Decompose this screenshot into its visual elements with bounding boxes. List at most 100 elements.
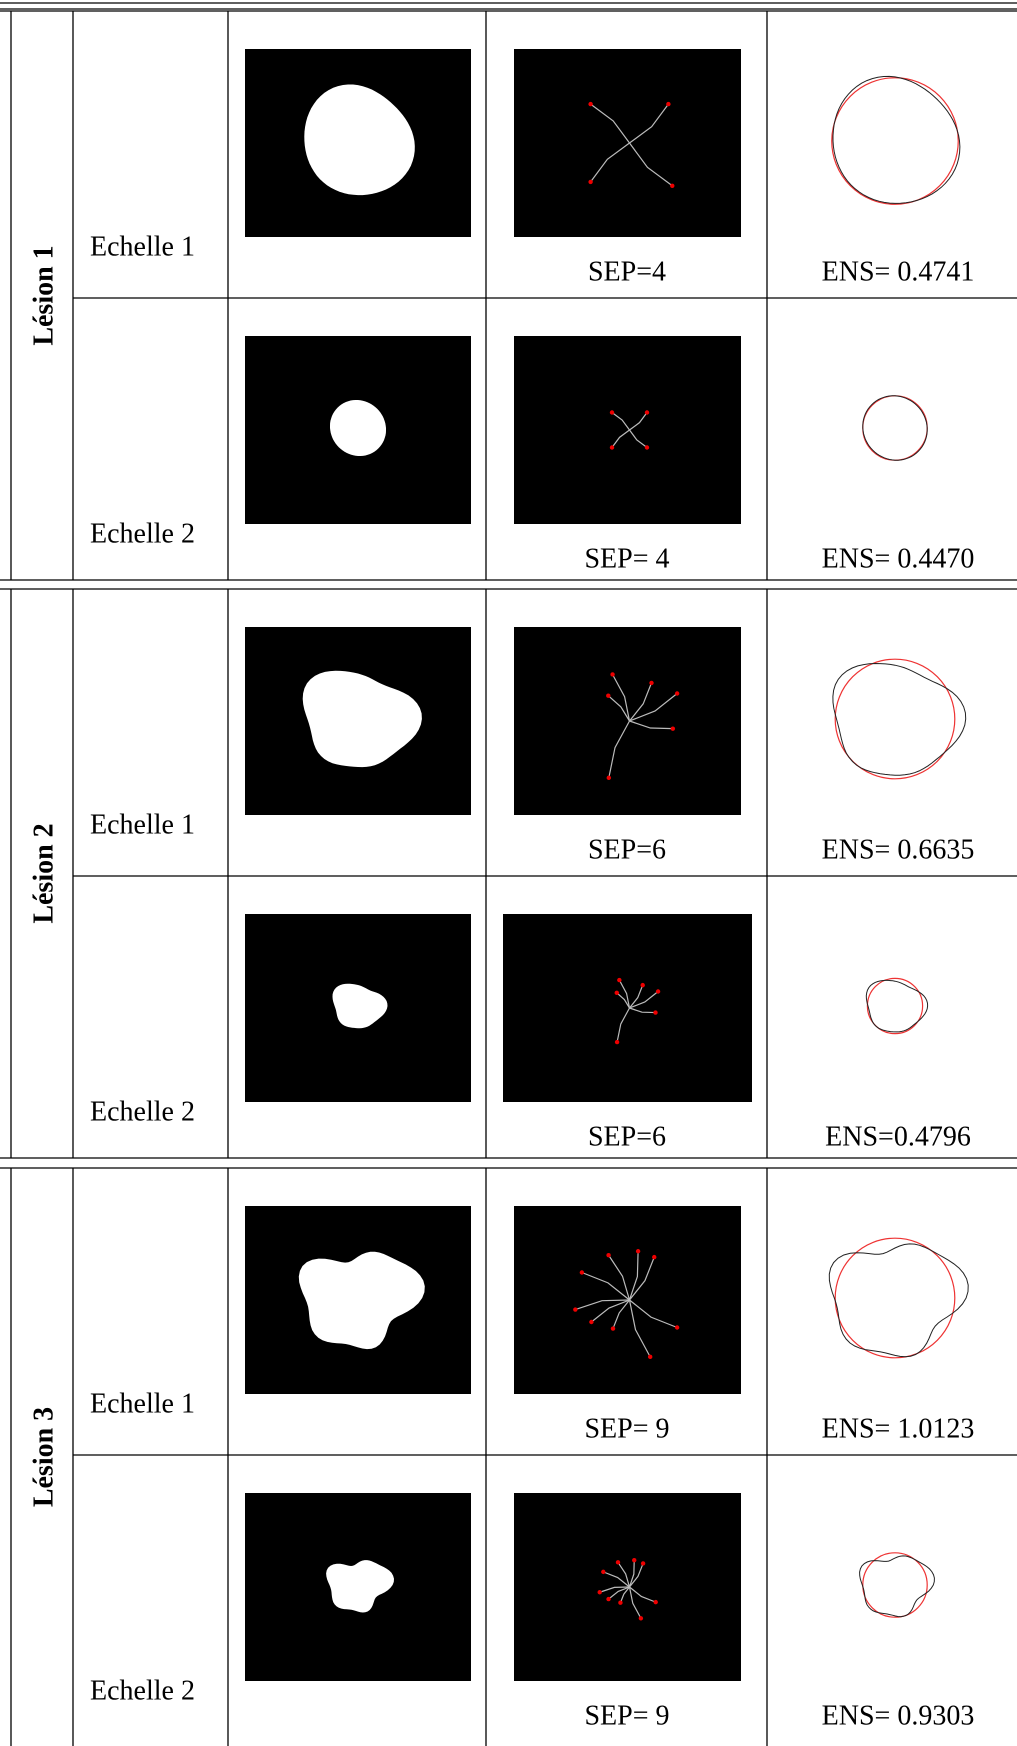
scale-label: Echelle 2 [90, 1675, 195, 1706]
lesion-label: Lésion 1 [28, 245, 59, 345]
skeleton-image [503, 914, 752, 1102]
skeleton-branch [629, 412, 648, 431]
skeleton-branch [611, 429, 630, 448]
lesion-mask [326, 1560, 394, 1613]
skeleton-branch [590, 142, 630, 183]
ens-value: ENS=0.4796 [825, 1121, 971, 1152]
end-point [644, 445, 650, 450]
end-point [588, 179, 593, 185]
end-point [614, 1039, 620, 1045]
skeleton-branch [603, 1571, 630, 1588]
sep-value: SEP=6 [588, 834, 666, 865]
lesion-mask [302, 670, 422, 768]
skeleton-branch [629, 1256, 655, 1301]
lesion-label: Lésion 2 [28, 823, 59, 923]
scale-label: Echelle 2 [90, 1096, 195, 1127]
skeleton-branch [629, 693, 678, 722]
end-point [666, 101, 671, 107]
end-point [579, 1270, 585, 1275]
fitted-circle [862, 1552, 928, 1618]
skeleton-branch [581, 1271, 630, 1301]
ens-value: ENS= 0.9303 [822, 1700, 975, 1731]
lesion-contour [859, 1555, 935, 1618]
skeleton-branch [591, 1299, 630, 1323]
skeleton-branch [629, 991, 659, 1009]
ens-value: ENS= 0.4470 [822, 543, 975, 574]
skeleton-branch [618, 979, 631, 1009]
end-point [674, 691, 680, 696]
skeleton-branch [575, 1299, 630, 1311]
skeleton-branch [612, 674, 631, 722]
sep-value: SEP= 9 [584, 1700, 669, 1731]
fitted-circle [834, 658, 956, 780]
skeleton-branch [616, 1007, 631, 1043]
end-point [573, 1307, 578, 1312]
lesion-contour [832, 662, 967, 776]
ens-value: ENS= 0.6635 [822, 834, 975, 865]
ens-value: ENS= 0.4741 [822, 256, 975, 287]
sep-value: SEP=6 [588, 1121, 666, 1152]
lesion-mask [332, 983, 388, 1029]
end-point [632, 1557, 637, 1563]
scale-label: Echelle 1 [90, 1388, 195, 1419]
end-point [670, 726, 676, 731]
skeleton-branch [629, 103, 669, 144]
end-point [610, 1326, 616, 1331]
end-point [640, 1561, 646, 1566]
ens-value: ENS= 1.0123 [822, 1413, 975, 1444]
end-point [606, 1252, 611, 1258]
lesion-contour [832, 75, 961, 204]
skeleton-branch [628, 1586, 642, 1619]
end-point [606, 693, 611, 698]
lesion-contour [865, 979, 929, 1033]
skeleton-branch [607, 695, 631, 722]
lesion-label: Lésion 3 [28, 1407, 59, 1507]
end-point [670, 183, 675, 188]
sep-value: SEP= 9 [584, 1413, 669, 1444]
end-point [653, 1010, 658, 1015]
end-point [609, 410, 615, 415]
skeleton-branch [617, 1561, 631, 1588]
fitted-circle [834, 1237, 956, 1359]
skeleton-image [514, 627, 741, 815]
sep-value: SEP= 4 [584, 543, 669, 574]
skeleton-branch [599, 1586, 630, 1593]
lesion-mask [298, 1251, 425, 1350]
fitted-circle [866, 977, 924, 1035]
lesion-mask [304, 84, 415, 196]
end-point [609, 445, 615, 450]
end-point [638, 1616, 644, 1621]
skeleton-branch [608, 1254, 631, 1301]
skeleton-branch [629, 1299, 678, 1329]
end-point [601, 1569, 606, 1575]
skeleton-branch [629, 682, 653, 722]
skeleton-branch [629, 1586, 656, 1603]
end-point [652, 1254, 657, 1260]
skeleton-branch [608, 720, 631, 778]
skeleton-branch [629, 142, 673, 187]
end-point [606, 775, 612, 781]
end-point [589, 1319, 594, 1325]
end-point [617, 977, 622, 983]
end-point [614, 990, 619, 996]
end-point [615, 1560, 621, 1565]
scale-label: Echelle 2 [90, 518, 195, 549]
skeleton-branch [629, 984, 644, 1009]
skeleton-branch [619, 1586, 630, 1603]
end-point [655, 989, 661, 994]
lesion-contour [862, 395, 928, 461]
skeleton-branch [611, 412, 630, 431]
end-point [674, 1325, 680, 1330]
end-point [618, 1600, 623, 1605]
skeleton-branch [628, 1299, 651, 1358]
end-point [647, 1354, 653, 1360]
skeleton-branch [608, 1586, 630, 1600]
end-point [635, 1249, 641, 1254]
end-point [653, 1599, 658, 1605]
skeleton-branch [629, 429, 648, 448]
lesion-mask [330, 400, 386, 456]
end-point [606, 1596, 611, 1602]
skeleton-branch [629, 720, 673, 730]
skeleton-branch [629, 1563, 644, 1588]
